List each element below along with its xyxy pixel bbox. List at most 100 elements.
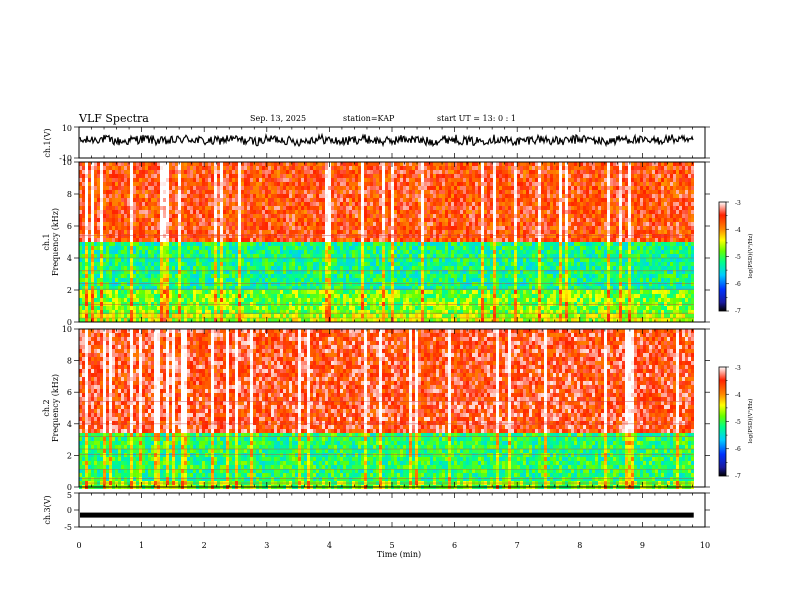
spectrogram-cell [109, 238, 112, 242]
spectrogram-cell [202, 194, 205, 198]
spectrogram-cell [91, 194, 94, 198]
spectrogram-cell [232, 314, 235, 318]
spectrogram-cell [112, 170, 115, 174]
spectrogram-cell [205, 186, 208, 190]
spectrogram-cell [130, 214, 133, 218]
spectrogram-cell [214, 226, 217, 230]
spectrogram-cell [235, 162, 238, 166]
spectrogram-cell [103, 218, 106, 222]
spectrogram-cell [220, 314, 223, 318]
spectrogram-cell [196, 250, 199, 254]
spectrogram-cell [97, 174, 100, 178]
spectrogram-cell [166, 222, 169, 226]
spectrogram-cell [196, 226, 199, 230]
spectrogram-cell [127, 202, 130, 206]
spectrogram-cell [214, 190, 217, 194]
spectrogram-cell [196, 206, 199, 210]
spectrogram-cell [157, 210, 160, 214]
spectrogram-cell [172, 254, 175, 258]
spectrogram-cell [82, 246, 85, 250]
spectrogram-cell [127, 226, 130, 230]
spectrogram-cell [118, 306, 121, 310]
spectrogram-cell [187, 290, 190, 294]
spectrogram-cell [178, 230, 181, 234]
spectrogram-cell [190, 206, 193, 210]
spectrogram-cell [121, 294, 124, 298]
spectrogram-cell [157, 182, 160, 186]
spectrogram-cell [151, 298, 154, 302]
spectrogram-cell [202, 234, 205, 238]
spectrogram-cell [148, 294, 151, 298]
spectrogram-cell [112, 282, 115, 286]
spectrogram-cell [145, 166, 148, 170]
spectrogram-cell [229, 222, 232, 226]
spectrogram-cell [229, 218, 232, 222]
spectrogram-cell [196, 290, 199, 294]
spectrogram-cell [169, 302, 172, 306]
spectrogram-cell [166, 274, 169, 278]
spectrogram-cell [193, 278, 196, 282]
spectrogram-cell [148, 274, 151, 278]
spectrogram-cell [157, 302, 160, 306]
spectrogram-cell [103, 262, 106, 266]
spectrogram-cell [130, 210, 133, 214]
spectrogram-cell [220, 258, 223, 262]
spectrogram-cell [103, 198, 106, 202]
spectrogram-cell [229, 242, 232, 246]
spectrogram-cell [139, 306, 142, 310]
spectrogram-cell [199, 294, 202, 298]
spectrogram-cell [157, 166, 160, 170]
spectrogram-cell [235, 202, 238, 206]
spectrogram-cell [187, 186, 190, 190]
spectrogram-cell [181, 302, 184, 306]
spectrogram-cell [190, 202, 193, 206]
spectrogram-cell [181, 242, 184, 246]
spectrogram-cell [100, 238, 103, 242]
spectrogram-cell [163, 302, 166, 306]
spectrogram-cell [94, 182, 97, 186]
spectrogram-cell [151, 214, 154, 218]
spectrogram-cell [142, 250, 145, 254]
spectrogram-cell [157, 258, 160, 262]
spectrogram-cell [199, 190, 202, 194]
spectrogram-cell [208, 194, 211, 198]
spectrogram-cell [226, 314, 229, 318]
spectrogram-cell [232, 318, 235, 322]
spectrogram-cell [169, 206, 172, 210]
spectrogram-cell [127, 238, 130, 242]
spectrogram-cell [232, 306, 235, 310]
spectrogram-cell [100, 206, 103, 210]
spectrogram-cell [172, 318, 175, 322]
spectrogram-cell [88, 198, 91, 202]
spectrogram-cell [139, 290, 142, 294]
spectrogram-cell [220, 214, 223, 218]
spectrogram-cell [184, 230, 187, 234]
spectrogram-cell [223, 266, 226, 270]
spectrogram-cell [109, 318, 112, 322]
spectrogram-cell [235, 194, 238, 198]
spectrogram-cell [82, 162, 85, 166]
spectrogram-cell [142, 230, 145, 234]
spectrogram-cell [106, 230, 109, 234]
spectrogram-cell [202, 206, 205, 210]
spectrogram-cell [214, 222, 217, 226]
spectrogram-cell [157, 282, 160, 286]
spectrogram-cell [175, 266, 178, 270]
spectrogram-cell [202, 258, 205, 262]
spectrogram-cell [175, 234, 178, 238]
spectrogram-cell [181, 250, 184, 254]
spectrogram-cell [166, 306, 169, 310]
spectrogram-cell [232, 210, 235, 214]
spectrogram-cell [226, 166, 229, 170]
spectrogram-cell [208, 266, 211, 270]
spectrogram-cell [145, 238, 148, 242]
spectrogram-cell [142, 218, 145, 222]
spectrogram-cell [133, 206, 136, 210]
spectrogram-cell [208, 282, 211, 286]
spectrogram-cell [115, 182, 118, 186]
spectrogram-cell [85, 262, 88, 266]
spectrogram-cell [139, 210, 142, 214]
spectrogram-cell [226, 222, 229, 226]
spectrogram-cell [85, 314, 88, 318]
spectrogram-cell [211, 314, 214, 318]
